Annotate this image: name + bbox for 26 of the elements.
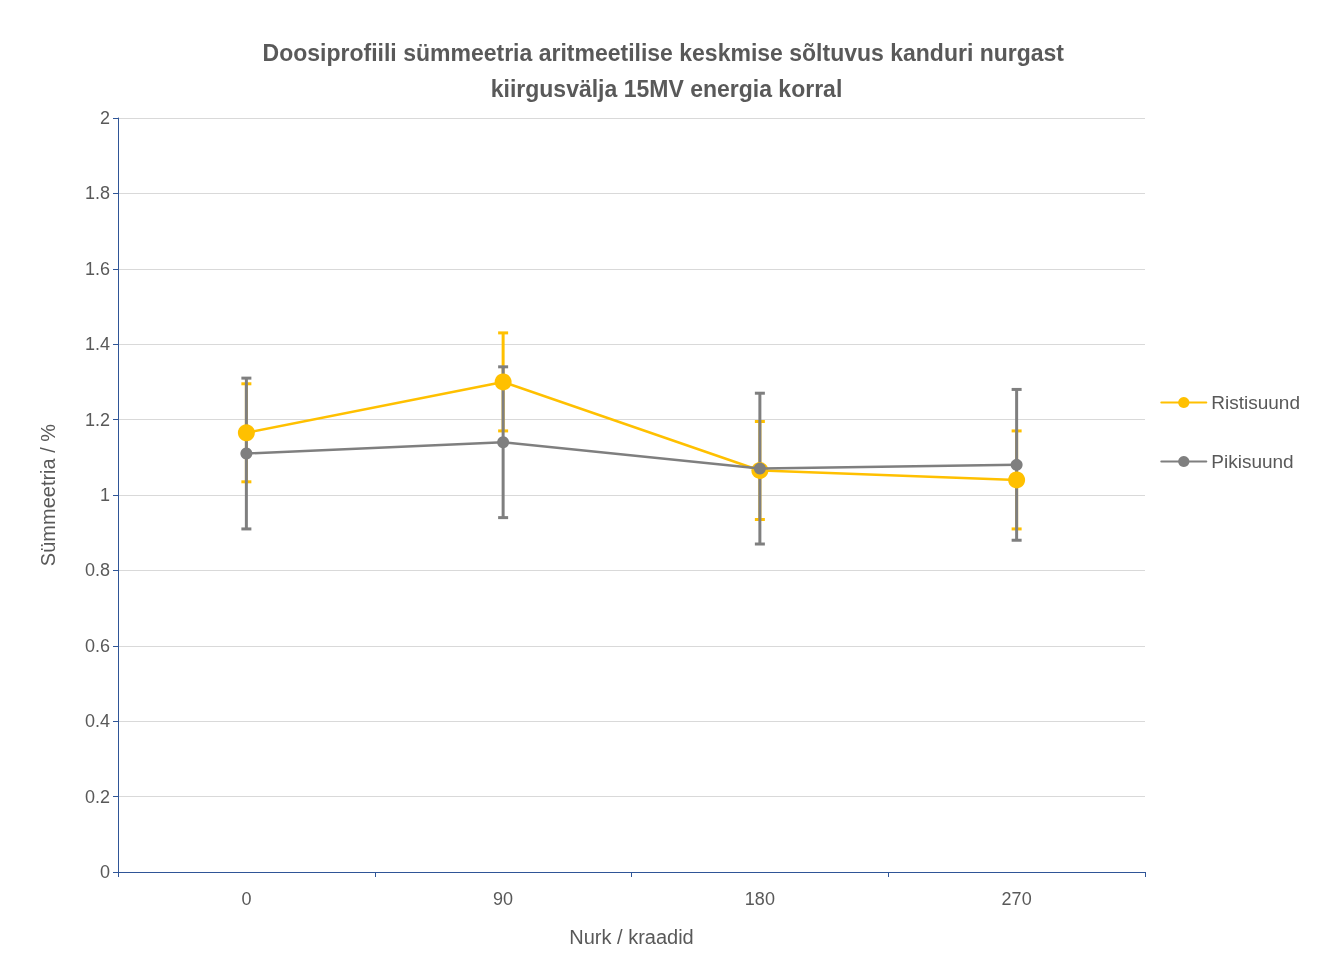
y-axis-title: Sümmeetria / % [37,423,59,567]
x-tick-label: 180 [744,889,775,909]
legend-label: Ristisuund [1211,392,1301,413]
y-tick-label: 2 [99,108,110,128]
legend-label: Pikisuund [1211,451,1294,472]
x-tick-label: 0 [241,889,252,909]
y-tick-label: 1 [99,485,110,505]
x-tick-label: 270 [1001,889,1032,909]
y-tick-label: 0.6 [84,635,110,656]
chart-title: Doosiprofiili sümmeetria aritmeetilise keskmise sõltuvus kanduri nurgast kiirgusvälja 15MV energia korral [262,40,1071,102]
y-tick-label: 0.8 [84,560,110,581]
point [1008,471,1026,489]
y-tick-label: 0.4 [84,711,110,732]
y-tick-label: 0 [99,862,110,882]
point [497,436,510,449]
x-axis-title: Nurk / kraadid [569,926,694,948]
y-tick-label: 1.6 [84,258,110,279]
x-tick-label: 90 [493,889,514,909]
y-tick-label: 1.2 [84,409,110,430]
point [494,373,512,391]
point [1010,458,1023,471]
y-tick-label: 1.4 [84,334,110,355]
y-tick-label: 0.2 [84,786,110,807]
y-tick-label: 1.8 [84,183,110,204]
point [240,447,253,460]
point [237,424,255,442]
